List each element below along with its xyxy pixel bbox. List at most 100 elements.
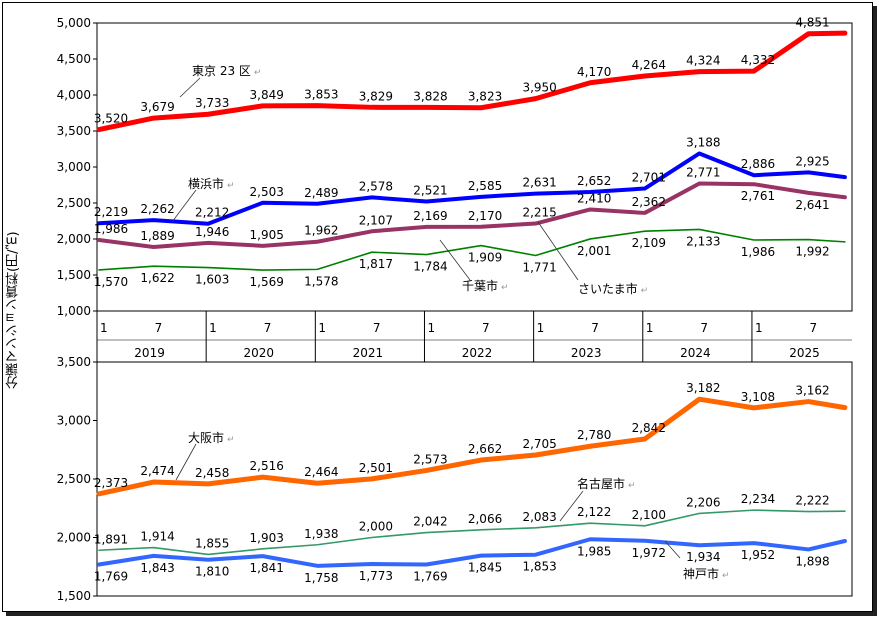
data-label: 3,679 — [140, 100, 174, 114]
data-label: 2,573 — [413, 452, 447, 466]
y-tick-label: 1,500 — [57, 268, 91, 282]
data-label: 1,569 — [250, 275, 284, 289]
y-tick-label: 3,500 — [57, 355, 91, 369]
data-label: 2,170 — [468, 209, 502, 223]
data-label: 1,985 — [577, 544, 611, 558]
series-line-さいたま市 — [97, 181, 847, 249]
data-label: 2,780 — [577, 428, 611, 442]
series-line-千葉市 — [98, 228, 846, 271]
data-label: 3,162 — [795, 384, 829, 398]
data-label: 2,222 — [795, 494, 829, 508]
x-tick-label: 7 — [700, 321, 708, 335]
data-label: 1,843 — [140, 561, 174, 575]
y-tick-label: 1,500 — [57, 589, 91, 603]
x-tick-label: 7 — [591, 321, 599, 335]
series-name-label: 大阪市 — [188, 430, 224, 445]
data-label: 2,489 — [304, 186, 338, 200]
data-label: 2,000 — [359, 520, 393, 534]
data-label: 1,938 — [304, 527, 338, 541]
data-label: 2,206 — [686, 495, 720, 509]
series-line-東京23区 — [96, 30, 848, 133]
data-label: 2,641 — [795, 198, 829, 212]
x-tick-label: 1 — [209, 321, 217, 335]
data-label: 1,769 — [94, 570, 128, 584]
data-label: 1,622 — [140, 271, 174, 285]
y-tick-label: 2,500 — [57, 472, 91, 486]
y-tick-label: 4,500 — [57, 52, 91, 66]
x-tick-label: 1 — [755, 321, 763, 335]
x-tick-label: 7 — [264, 321, 272, 335]
x-tick-label: 1 — [318, 321, 326, 335]
leader-line — [171, 189, 197, 223]
data-label: 2,474 — [140, 464, 174, 478]
series-line-大阪市 — [96, 396, 848, 497]
return-mark-icon: ↵ — [227, 435, 235, 445]
leader-line — [175, 443, 197, 481]
data-label: 2,066 — [468, 512, 502, 526]
data-label: 2,761 — [741, 189, 775, 203]
data-label: 2,458 — [195, 466, 229, 480]
x-tick-label: 7 — [155, 321, 163, 335]
data-label: 1,909 — [468, 251, 502, 265]
data-label: 1,603 — [195, 273, 229, 287]
series-line-名古屋市 — [98, 509, 846, 556]
data-label: 2,771 — [686, 165, 720, 179]
return-mark-icon: ↵ — [722, 571, 730, 581]
x-tick-label: 1 — [100, 321, 108, 335]
data-label: 1,845 — [468, 561, 502, 575]
leader-line — [664, 540, 681, 559]
data-label: 2,083 — [522, 510, 556, 524]
data-label: 3,733 — [195, 96, 229, 110]
data-label: 1,578 — [304, 274, 338, 288]
data-label: 1,784 — [413, 260, 447, 274]
y-tick-label: 3,500 — [57, 124, 91, 138]
y-tick-label: 2,500 — [57, 196, 91, 210]
year-label: 2020 — [243, 346, 274, 360]
data-label: 2,464 — [304, 465, 338, 479]
x-tick-label: 1 — [646, 321, 654, 335]
data-label: 1,992 — [795, 245, 829, 259]
y-tick-label: 3,000 — [57, 414, 91, 428]
data-label: 1,817 — [359, 257, 393, 271]
year-label: 2024 — [680, 346, 711, 360]
data-label: 1,952 — [741, 548, 775, 562]
data-label: 1,853 — [522, 560, 556, 574]
data-label: 2,001 — [577, 244, 611, 258]
year-label: 2022 — [462, 346, 493, 360]
data-label: 4,332 — [741, 53, 775, 67]
leader-line — [439, 239, 471, 281]
data-label: 1,905 — [250, 228, 284, 242]
data-label: 2,886 — [741, 157, 775, 171]
series-name-label: 神戸市 — [683, 566, 719, 581]
data-label: 3,829 — [359, 89, 393, 103]
leader-line — [179, 77, 201, 98]
data-label: 3,849 — [250, 88, 284, 102]
data-label: 1,914 — [140, 530, 174, 544]
data-label: 1,986 — [94, 222, 128, 236]
year-label: 2021 — [353, 346, 384, 360]
data-label: 3,828 — [413, 89, 447, 103]
return-mark-icon: ↵ — [641, 286, 649, 296]
data-label: 1,891 — [94, 532, 128, 546]
data-label: 3,853 — [304, 88, 338, 102]
data-label: 4,264 — [632, 58, 666, 72]
data-label: 2,219 — [94, 205, 128, 219]
data-label: 3,950 — [522, 81, 556, 95]
series-line-横浜市 — [97, 151, 847, 226]
data-label: 2,373 — [94, 476, 128, 490]
return-mark-icon: ↵ — [254, 68, 262, 78]
data-label: 1,841 — [250, 561, 284, 575]
series-name-label: 千葉市 — [462, 278, 498, 293]
data-label: 2,521 — [413, 183, 447, 197]
data-label: 1,903 — [250, 531, 284, 545]
data-label: 1,771 — [522, 260, 556, 274]
leader-line — [537, 221, 579, 281]
data-label: 3,823 — [468, 90, 502, 104]
data-label: 1,986 — [741, 245, 775, 259]
data-label: 2,133 — [686, 234, 720, 248]
series-name-label: さいたま市 — [578, 281, 638, 296]
data-label: 2,516 — [250, 459, 284, 473]
data-label: 2,705 — [522, 437, 556, 451]
chart-frame — [2, 2, 873, 612]
